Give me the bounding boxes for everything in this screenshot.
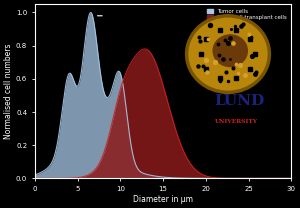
Legend: Tumor cells, Stem cell transplant cells: Tumor cells, Stem cell transplant cells (206, 7, 289, 22)
Text: LUND: LUND (214, 94, 265, 108)
X-axis label: Diameter in µm: Diameter in µm (133, 195, 193, 204)
Text: UNIVERSITY: UNIVERSITY (214, 119, 257, 124)
Circle shape (187, 16, 269, 92)
Circle shape (213, 35, 247, 67)
Y-axis label: Normalised cell numbers: Normalised cell numbers (4, 43, 13, 139)
